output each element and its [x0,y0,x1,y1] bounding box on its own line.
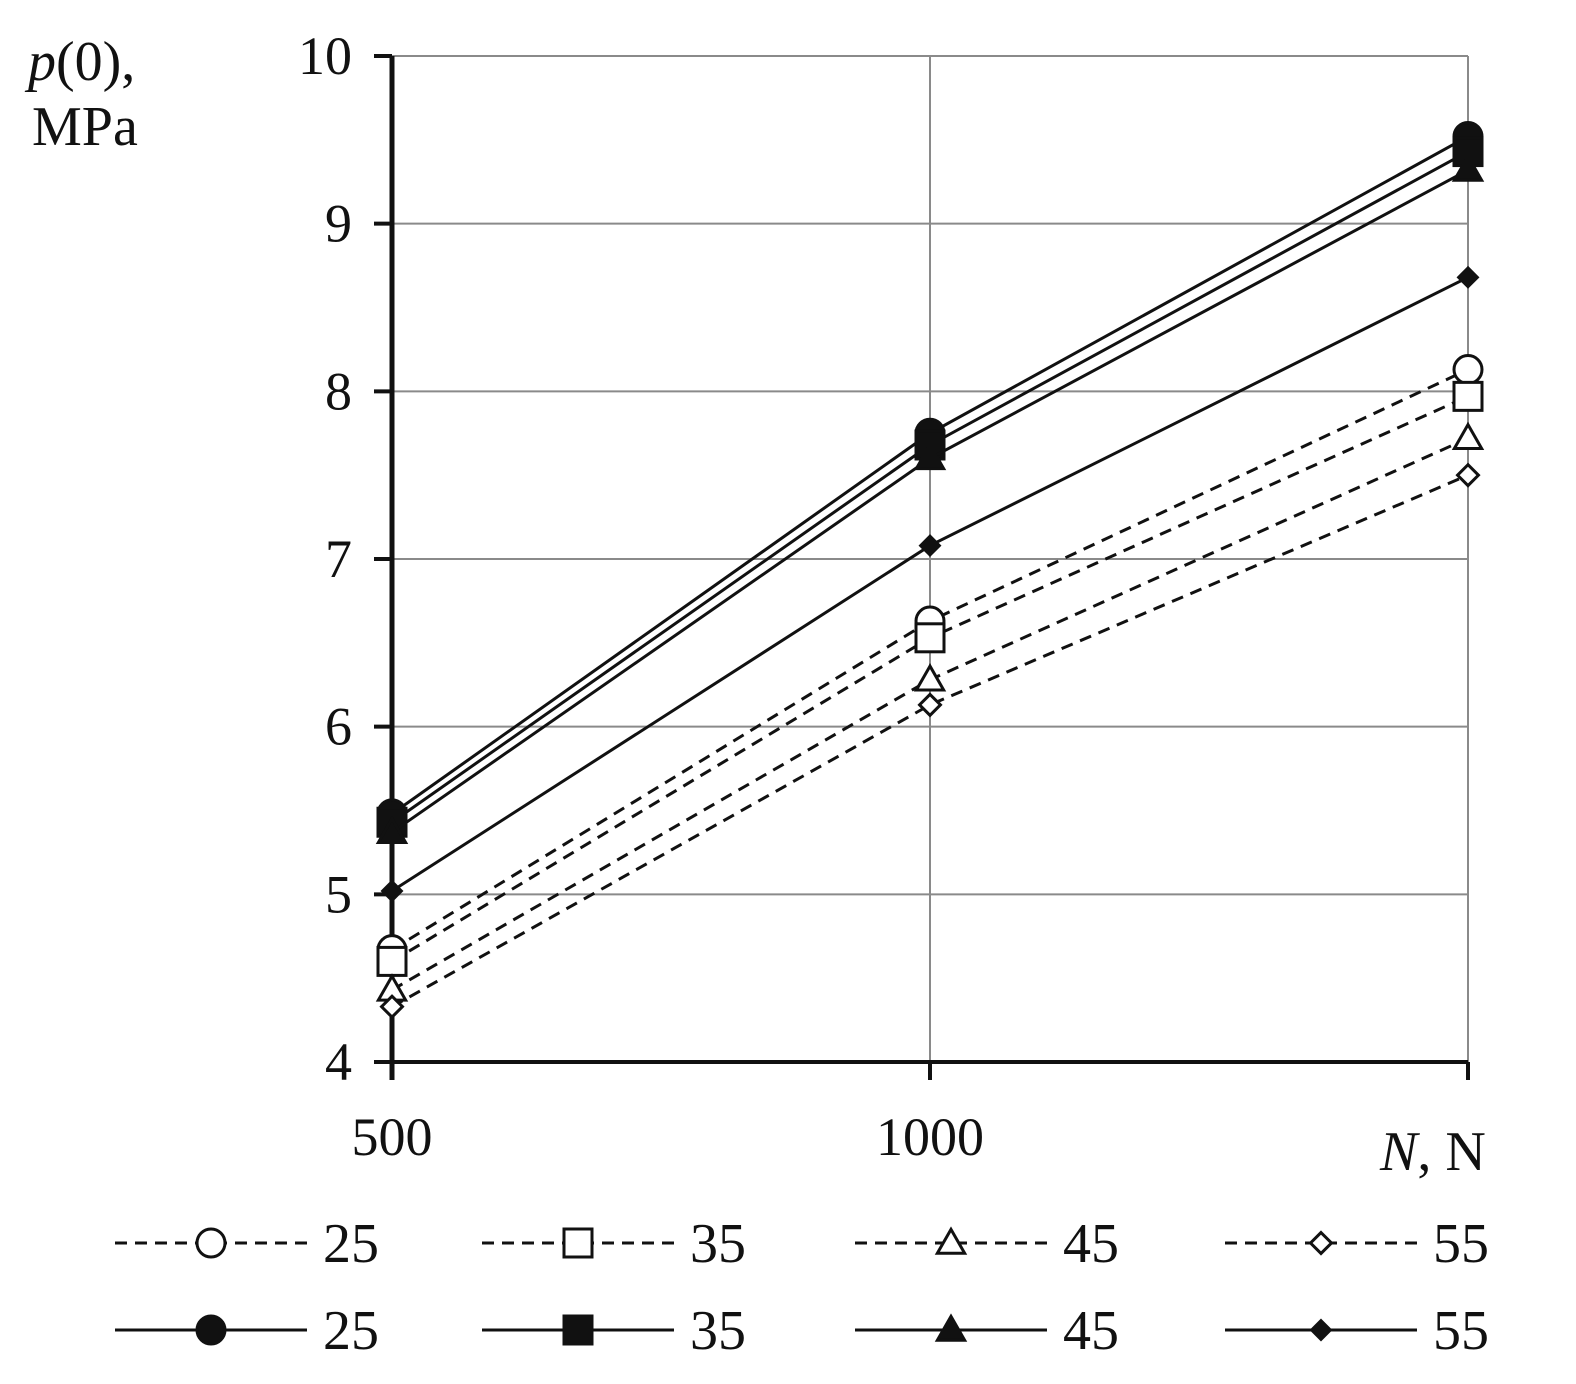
x-tick-label: 1000 [876,1107,984,1167]
y-tick-label: 8 [325,361,352,421]
legend-label: 55 [1433,1300,1489,1362]
legend-entry: 45 [855,1213,1119,1275]
diamond-marker [1456,265,1480,289]
series-line [391,473,1469,1008]
series-dashed-45 [375,421,1485,1002]
diamond-marker [379,994,405,1020]
legend-entry: 25 [115,1300,379,1362]
legend-entry: 55 [1225,1300,1489,1362]
y-tick-label: 4 [325,1032,352,1092]
axis-titles: p(0), MPa N, N [24,31,1486,1183]
tick-labels: 4 5 6 7 8 9 10 500 1000 [298,26,984,1167]
triangle-marker [934,1226,968,1255]
legend-entry: 35 [482,1300,746,1362]
series-dashed-25 [376,354,1484,966]
triangle-marker [934,1313,968,1342]
grid [391,55,1469,1063]
triangle-marker [1451,153,1485,182]
y-axis-title-line1: p(0), [24,31,135,93]
diamond-marker [1455,462,1481,488]
y-tick-label: 9 [325,194,352,254]
diamond-marker [917,692,943,718]
legend-label: 55 [1433,1213,1489,1275]
diamond-marker [380,879,404,903]
series-solid-55 [380,265,1480,903]
legend-entry: 45 [855,1300,1119,1362]
x-axis-title: N, N [1379,1121,1486,1183]
triangle-marker [913,441,947,471]
legend-label: 25 [323,1300,379,1362]
circle-marker [195,1314,227,1346]
series-group [375,120,1485,1020]
legend-entry: 55 [1225,1213,1489,1275]
square-marker [376,945,408,977]
legend-label: 45 [1063,1300,1119,1362]
triangle-marker [913,663,947,692]
legend-entry: 25 [115,1213,379,1275]
y-tick-label: 6 [325,697,352,757]
diamond-marker [1309,1318,1333,1342]
series-dashed-55 [379,462,1481,1020]
square-marker [1452,380,1484,412]
square-marker [914,622,946,654]
square-marker [562,1314,594,1346]
diamond-marker [1308,1230,1334,1256]
legend: 25 35 45 55 25 35 45 55 [115,1213,1489,1362]
circle-marker [1452,354,1484,386]
series-solid-45 [375,153,1485,845]
triangle-marker [375,815,409,845]
y-tick-label: 7 [325,529,352,589]
legend-label: 35 [690,1213,746,1275]
series-dashed-35 [376,380,1484,977]
legend-label: 25 [323,1213,379,1275]
y-tick-label: 10 [298,26,352,86]
legend-label: 45 [1063,1213,1119,1275]
circle-marker [195,1227,227,1259]
triangle-marker [1451,421,1485,451]
legend-label: 35 [690,1300,746,1362]
y-axis-title-line2: MPa [32,96,138,158]
legend-entry: 35 [482,1213,746,1275]
x-tick-label: 500 [352,1107,433,1167]
square-marker [562,1227,594,1259]
diamond-marker [918,534,942,558]
y-tick-label: 5 [325,864,352,924]
